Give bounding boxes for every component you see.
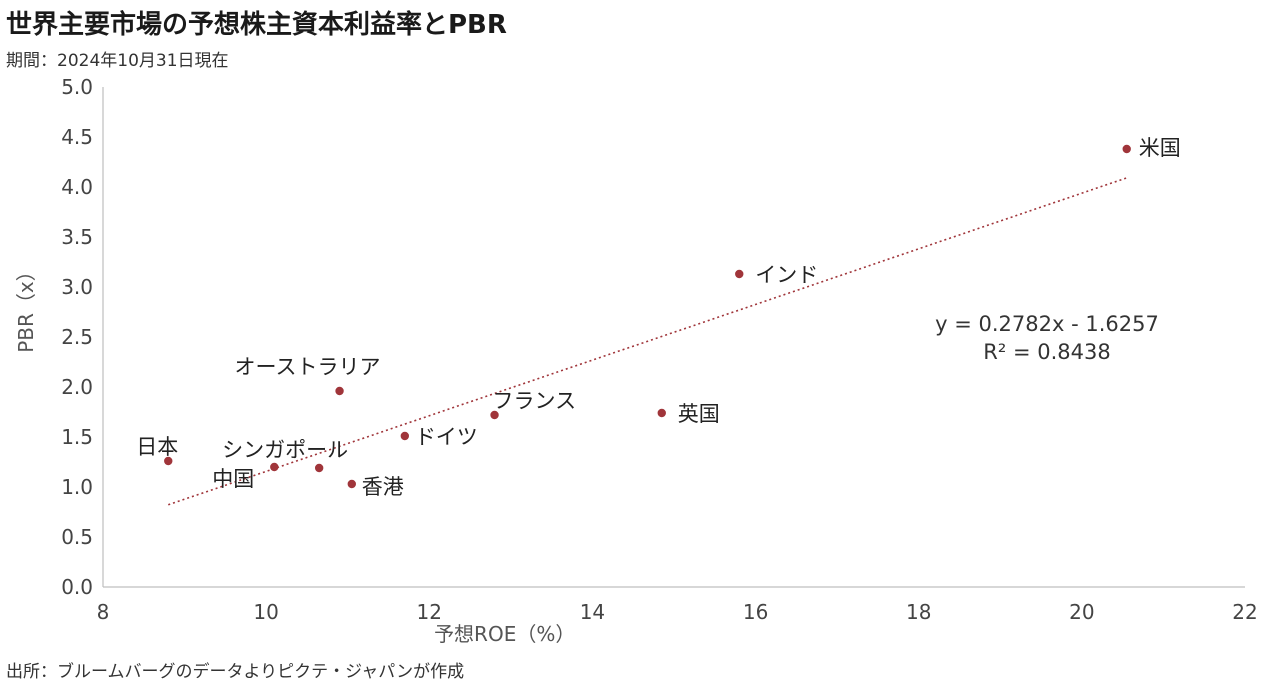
data-points bbox=[164, 144, 1131, 489]
y-axis-title: PBR（x） bbox=[14, 261, 38, 353]
x-tick-label: 16 bbox=[743, 600, 768, 624]
y-tick-label: 5.0 bbox=[61, 75, 93, 99]
x-tick-label: 22 bbox=[1232, 600, 1257, 624]
chart-title: 世界主要市場の予想株主資本利益率とPBR bbox=[6, 10, 507, 40]
x-axis-title: 予想ROE（%） bbox=[434, 622, 575, 646]
x-tick-label: 14 bbox=[580, 600, 605, 624]
chart-subtitle: 期間：2024年10月31日現在 bbox=[6, 51, 229, 71]
y-tick-label: 2.0 bbox=[61, 375, 93, 399]
data-point bbox=[657, 408, 666, 418]
point-label: フランス bbox=[493, 389, 577, 413]
y-tick-label: 0.0 bbox=[61, 575, 93, 599]
x-tick-label: 18 bbox=[906, 600, 931, 624]
x-tick-labels: 8 10 12 14 16 18 20 22 bbox=[97, 600, 1258, 624]
point-label: シンガポール bbox=[222, 438, 348, 462]
data-point bbox=[1122, 144, 1131, 154]
source-note: 出所：ブルームバーグのデータよりピクテ・ジャパンが作成 bbox=[6, 662, 465, 682]
point-label: 香港 bbox=[362, 475, 404, 499]
y-tick-label: 1.5 bbox=[61, 425, 93, 449]
data-point bbox=[270, 462, 279, 472]
point-label: オーストラリア bbox=[235, 355, 381, 379]
data-point bbox=[164, 456, 173, 466]
y-tick-label: 3.5 bbox=[61, 225, 93, 249]
y-tick-label: 1.0 bbox=[61, 475, 93, 499]
data-point bbox=[735, 269, 744, 279]
data-point bbox=[400, 431, 410, 441]
axes bbox=[102, 87, 1245, 588]
point-label: インド bbox=[755, 263, 818, 287]
y-tick-label: 2.5 bbox=[61, 325, 93, 349]
y-tick-label: 0.5 bbox=[61, 525, 93, 549]
y-tick-labels: 0.0 0.5 1.0 1.5 2.0 2.5 3.0 3.5 4.0 4.5 5.0 bbox=[61, 75, 93, 599]
x-tick-label: 20 bbox=[1069, 600, 1094, 624]
x-tick-label: 12 bbox=[417, 600, 442, 624]
trendline-equation: y = 0.2782x - 1.6257 bbox=[935, 312, 1159, 336]
data-point bbox=[490, 410, 499, 420]
point-label: 中国 bbox=[212, 467, 254, 491]
trendline-r2: R² = 0.8438 bbox=[983, 340, 1110, 364]
y-tick-label: 4.0 bbox=[61, 175, 93, 199]
point-label: ドイツ bbox=[415, 425, 478, 449]
trendline bbox=[167, 177, 1127, 506]
point-label: 米国 bbox=[1139, 136, 1181, 160]
y-tick-label: 3.0 bbox=[61, 275, 93, 299]
data-point bbox=[314, 463, 324, 473]
x-tick-label: 10 bbox=[253, 600, 278, 624]
x-tick-label: 8 bbox=[97, 600, 110, 624]
data-point bbox=[347, 479, 356, 489]
point-label: 日本 bbox=[136, 435, 178, 459]
data-point bbox=[335, 386, 344, 396]
y-tick-label: 4.5 bbox=[61, 125, 93, 149]
point-label: 英国 bbox=[678, 402, 720, 426]
